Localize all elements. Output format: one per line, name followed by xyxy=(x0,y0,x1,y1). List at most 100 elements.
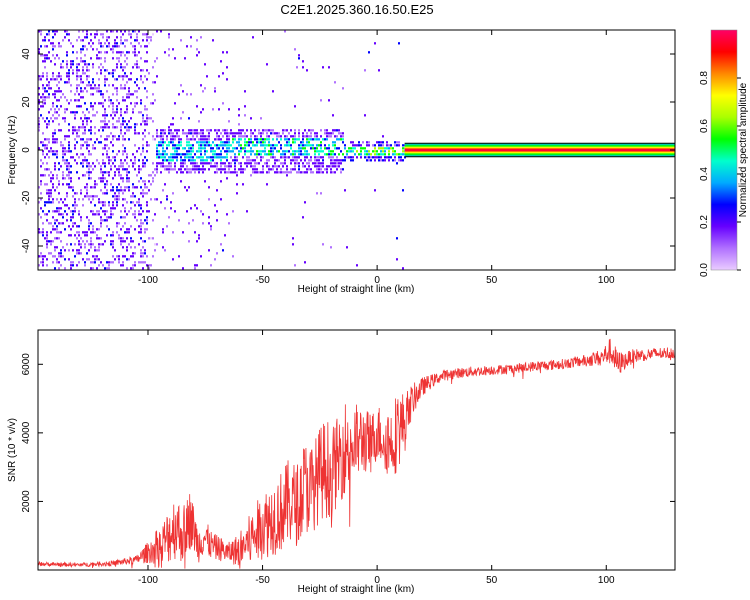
spectrogram-cell xyxy=(128,138,130,141)
spectrogram-cell xyxy=(90,102,92,105)
spectrogram-cell xyxy=(116,204,118,207)
spectrogram-cell xyxy=(60,198,62,201)
spectrogram-cell xyxy=(402,147,404,150)
spectrogram-cell xyxy=(52,216,54,219)
colorbar-frame xyxy=(710,29,738,271)
spectrogram-cell xyxy=(64,228,66,231)
spectrogram-cell xyxy=(334,144,336,147)
spectrogram-cell xyxy=(104,201,106,204)
spectrogram-cell xyxy=(140,222,142,225)
spectrogram-cell xyxy=(204,150,206,153)
spectrogram-cell xyxy=(206,75,208,78)
spectrogram-cell xyxy=(240,138,242,141)
spectrogram-cell xyxy=(302,165,304,168)
spectrogram-cell xyxy=(178,138,180,141)
spectrogram-cell xyxy=(198,237,200,240)
spectrogram-cell xyxy=(274,132,276,135)
spectrogram-cell xyxy=(248,159,250,162)
spectrogram-cell xyxy=(94,84,96,87)
spectrogram-cell xyxy=(262,150,264,153)
spectrogram-cell xyxy=(56,219,58,222)
spectrogram-cell xyxy=(104,69,106,72)
spectrogram-cell xyxy=(56,54,58,57)
spectrogram-cell xyxy=(48,222,50,225)
spectrogram-cell xyxy=(120,165,122,168)
spectrogram-cell xyxy=(114,207,116,210)
spectrogram-cell xyxy=(198,165,200,168)
spectrogram-cell xyxy=(214,204,216,207)
spectrogram-cell xyxy=(96,249,98,252)
spectrogram-cell xyxy=(140,177,142,180)
spectrogram-cell xyxy=(142,33,144,36)
spectrogram-cell xyxy=(334,171,336,174)
spectrogram-cell xyxy=(134,210,136,213)
spectrogram-cell xyxy=(96,54,98,57)
spectrogram-cell xyxy=(104,81,106,84)
spectrogram-cell xyxy=(174,153,176,156)
spectrogram-cell xyxy=(188,186,190,189)
spectrogram-cell xyxy=(54,267,56,270)
spectrogram-cell xyxy=(58,162,60,165)
spectrogram-cell xyxy=(222,51,224,54)
spectrogram-cell xyxy=(92,210,94,213)
spectrogram-cell xyxy=(142,246,144,249)
spectrogram-cell xyxy=(296,156,298,159)
spectrogram-cell xyxy=(226,51,228,54)
spectrogram-cell xyxy=(324,138,326,141)
spectrogram-cell xyxy=(56,138,58,141)
spectrogram-cell xyxy=(164,183,166,186)
colorbar-tick-label: 0.4 xyxy=(699,167,710,181)
spectrogram-cell xyxy=(402,153,404,156)
spectrogram-cell xyxy=(208,144,210,147)
spectrogram-cell xyxy=(108,99,110,102)
spectrogram-cell xyxy=(74,255,76,258)
spectrogram-cell xyxy=(352,156,354,159)
spectrogram-cell xyxy=(282,171,284,174)
spectrogram-cell xyxy=(72,222,74,225)
spectrogram-cell xyxy=(90,201,92,204)
spectrogram-cell xyxy=(294,159,296,162)
spectrogram-cell xyxy=(192,138,194,141)
spectrogram-cell xyxy=(102,243,104,246)
colorbar: 0.00.20.40.60.8 Normalized spectral ampl… xyxy=(699,29,749,277)
spectrogram-cell xyxy=(106,171,108,174)
spectrogram-cell xyxy=(210,144,212,147)
spectrogram-cell xyxy=(184,159,186,162)
spectrogram-cell xyxy=(236,171,238,174)
spectrogram-cell xyxy=(292,159,294,162)
spectrogram-cell xyxy=(86,189,88,192)
spectrogram-cell xyxy=(126,228,128,231)
spectrogram-cell xyxy=(312,147,314,150)
spectrogram-cell xyxy=(146,159,148,162)
spectrogram-cell xyxy=(348,150,350,153)
spectrogram-cell xyxy=(66,192,68,195)
spectrogram-cell xyxy=(48,192,50,195)
spectrogram-cell xyxy=(118,102,120,105)
spectrogram-cell xyxy=(96,228,98,231)
spectrogram-cell xyxy=(318,144,320,147)
spectrogram-cell xyxy=(62,153,64,156)
spectrogram-cell xyxy=(124,147,126,150)
spectrogram-cell xyxy=(190,36,192,39)
spectrogram-cell xyxy=(320,99,322,102)
spectrogram-cell xyxy=(94,231,96,234)
spectrogram-cell xyxy=(220,138,222,141)
spectrogram-cell xyxy=(294,135,296,138)
spectrogram-cell xyxy=(192,159,194,162)
spectrogram-cell xyxy=(98,249,100,252)
spectrogram-cell xyxy=(70,267,72,270)
spectrogram-cell xyxy=(100,42,102,45)
spectrogram-cell xyxy=(122,165,124,168)
spectrogram-cell xyxy=(142,147,144,150)
spectrogram-cell xyxy=(46,168,48,171)
spectrogram-cell xyxy=(338,162,340,165)
spectrogram-cell xyxy=(308,159,310,162)
spectrogram-cell xyxy=(92,255,94,258)
spectrogram-cell xyxy=(300,147,302,150)
spectrogram-cell xyxy=(118,234,120,237)
spectrogram-cell xyxy=(46,78,48,81)
spectrogram-cell xyxy=(376,153,378,156)
spectrogram-cell xyxy=(260,135,262,138)
spectrogram-cell xyxy=(88,144,90,147)
